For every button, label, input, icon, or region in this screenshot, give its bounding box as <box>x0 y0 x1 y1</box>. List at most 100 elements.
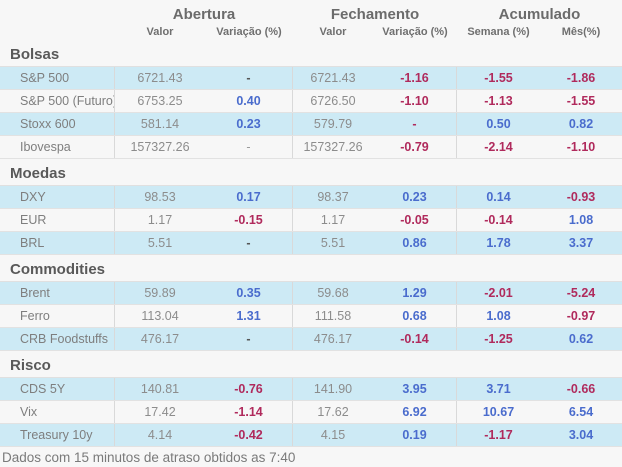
footer-note: Dados com 15 minutos de atraso obtidos a… <box>2 450 296 465</box>
cell-value: 3.95 <box>373 378 457 400</box>
cell-value: 157327.26 <box>303 140 363 154</box>
cell-value: -1.16 <box>373 67 457 89</box>
section-title-commodities: Commodities <box>0 255 622 282</box>
cell-value: 6.54 <box>568 405 594 419</box>
cell-value: 1.08 <box>568 213 594 227</box>
cell-value: 141.90 <box>313 382 353 396</box>
cell-value: 1.08 <box>486 309 511 323</box>
subheader-abertura-valor: Valor <box>146 26 174 38</box>
cell-value: 98.37 <box>317 190 349 204</box>
cell-value: 6721.43 <box>310 71 356 85</box>
cell-value: - <box>373 113 457 135</box>
subheader-fechamento-valor: Valor <box>319 26 347 38</box>
cell-value: 1.17 <box>147 213 173 227</box>
cell-value: 0.14 <box>486 190 511 204</box>
column-group-header-row: Abertura Fechamento Acumulado <box>0 6 622 24</box>
table-row: S&P 500 (Futuro) 6753.25 0.40 6726.50 -1.10 -… <box>0 90 622 113</box>
cell-value: 0.50 <box>486 117 511 131</box>
cell-value: 1.17 <box>320 213 346 227</box>
cell-value: - <box>205 328 293 350</box>
cell-value: 17.42 <box>144 405 176 419</box>
cell-value: -2.01 <box>484 286 513 300</box>
cell-value: 0.23 <box>373 186 457 208</box>
cell-value: 113.04 <box>141 309 179 323</box>
cell-value: 476.17 <box>313 332 353 346</box>
cell-value: -0.97 <box>566 309 596 323</box>
cell-value: -0.76 <box>205 378 293 400</box>
cell-value: 579.79 <box>313 117 353 131</box>
table-row: BRL 5.51 - 5.51 0.86 1.78 3.37 <box>0 232 622 255</box>
row-label: S&P 500 (Futuro) <box>0 90 115 112</box>
table-row: Brent 59.89 0.35 59.68 1.29 -2.01 -5.24 <box>0 282 622 305</box>
cell-value: 0.62 <box>568 332 594 346</box>
row-label: Stoxx 600 <box>0 113 115 135</box>
cell-value: 3.37 <box>568 236 594 250</box>
cell-value: 10.67 <box>482 405 515 419</box>
cell-value: -0.79 <box>373 136 457 158</box>
row-label: BRL <box>0 232 115 254</box>
cell-value: -5.24 <box>566 286 596 300</box>
cell-value: 0.17 <box>205 186 293 208</box>
cell-value: 111.58 <box>314 309 352 323</box>
table-row: Treasury 10y 4.14 -0.42 4.15 0.19 -1.17 3.04 <box>0 424 622 447</box>
row-label: S&P 500 <box>0 67 115 89</box>
cell-value: -1.13 <box>484 94 513 108</box>
cell-value: 98.53 <box>144 190 176 204</box>
row-label: Ferro <box>0 305 115 327</box>
cell-value: 6721.43 <box>137 71 183 85</box>
table-row: EUR 1.17 -0.15 1.17 -0.05 -0.14 1.08 <box>0 209 622 232</box>
cell-value: 0.82 <box>568 117 594 131</box>
row-label: EUR <box>0 209 115 231</box>
cell-value: 1.78 <box>486 236 511 250</box>
cell-value: - <box>205 136 293 158</box>
section-title-risco: Risco <box>0 351 622 378</box>
cell-value: - <box>205 67 293 89</box>
table-row: CDS 5Y 140.81 -0.76 141.90 3.95 3.71 -0.66 <box>0 378 622 401</box>
subheader-abertura-variacao: Variação (%) <box>216 26 282 38</box>
table-row: Vix 17.42 -1.14 17.62 6.92 10.67 6.54 <box>0 401 622 424</box>
cell-value: 0.35 <box>205 282 293 304</box>
row-label: Vix <box>0 401 115 423</box>
row-label: Ibovespa <box>0 136 115 158</box>
cell-value: -1.10 <box>566 140 596 154</box>
table-row: DXY 98.53 0.17 98.37 0.23 0.14 -0.93 <box>0 186 622 209</box>
row-label: CDS 5Y <box>0 378 115 400</box>
row-label: Brent <box>0 282 115 304</box>
cell-value: 0.23 <box>205 113 293 135</box>
group-header-abertura: Abertura <box>172 6 236 23</box>
subheader-fechamento-variacao: Variação (%) <box>382 26 448 38</box>
subheader-mes: Mês(%) <box>561 26 601 38</box>
cell-value: 1.29 <box>373 282 457 304</box>
cell-value: 157327.26 <box>130 140 190 154</box>
section-commodities: Commodities Brent 59.89 0.35 59.68 1.29 -2.01 -… <box>0 255 622 351</box>
section-moedas: Moedas DXY 98.53 0.17 98.37 0.23 0.14 -0.93 EUR 1… <box>0 159 622 255</box>
cell-value: 0.40 <box>205 90 293 112</box>
section-title-bolsas: Bolsas <box>0 40 622 67</box>
cell-value: 17.62 <box>317 405 349 419</box>
cell-value: -0.93 <box>566 190 596 204</box>
table-row: S&P 500 6721.43 - 6721.43 -1.16 -1.55 -1.86 <box>0 67 622 90</box>
cell-value: 59.89 <box>144 286 176 300</box>
cell-value: -0.42 <box>205 424 293 446</box>
cell-value: -0.66 <box>566 382 596 396</box>
cell-value: -1.55 <box>484 71 513 85</box>
table-row: CRB Foodstuffs 476.17 - 476.17 -0.14 -1.25 0.6… <box>0 328 622 351</box>
cell-value: 0.68 <box>373 305 457 327</box>
cell-value: 5.51 <box>147 236 173 250</box>
cell-value: -1.10 <box>373 90 457 112</box>
group-header-fechamento: Fechamento <box>330 6 420 23</box>
cell-value: 4.15 <box>320 428 346 442</box>
cell-value: -1.86 <box>566 71 596 85</box>
cell-value: 0.86 <box>373 232 457 254</box>
table-header: Abertura Fechamento Acumulado Valor Vari… <box>0 0 622 40</box>
cell-value: 3.71 <box>486 382 511 396</box>
cell-value: 5.51 <box>320 236 346 250</box>
row-label: Treasury 10y <box>0 424 115 446</box>
table-row: Ferro 113.04 1.31 111.58 0.68 1.08 -0.97 <box>0 305 622 328</box>
cell-value: 476.17 <box>140 332 180 346</box>
section-bolsas: Bolsas S&P 500 6721.43-6721.43 -1.16 -1.55 -1… <box>0 40 622 159</box>
column-subheader-row: Valor Variação (%) Valor Variação (%) Se… <box>0 24 622 40</box>
cell-value: 6.92 <box>373 401 457 423</box>
cell-value: 581.14 <box>140 117 180 131</box>
